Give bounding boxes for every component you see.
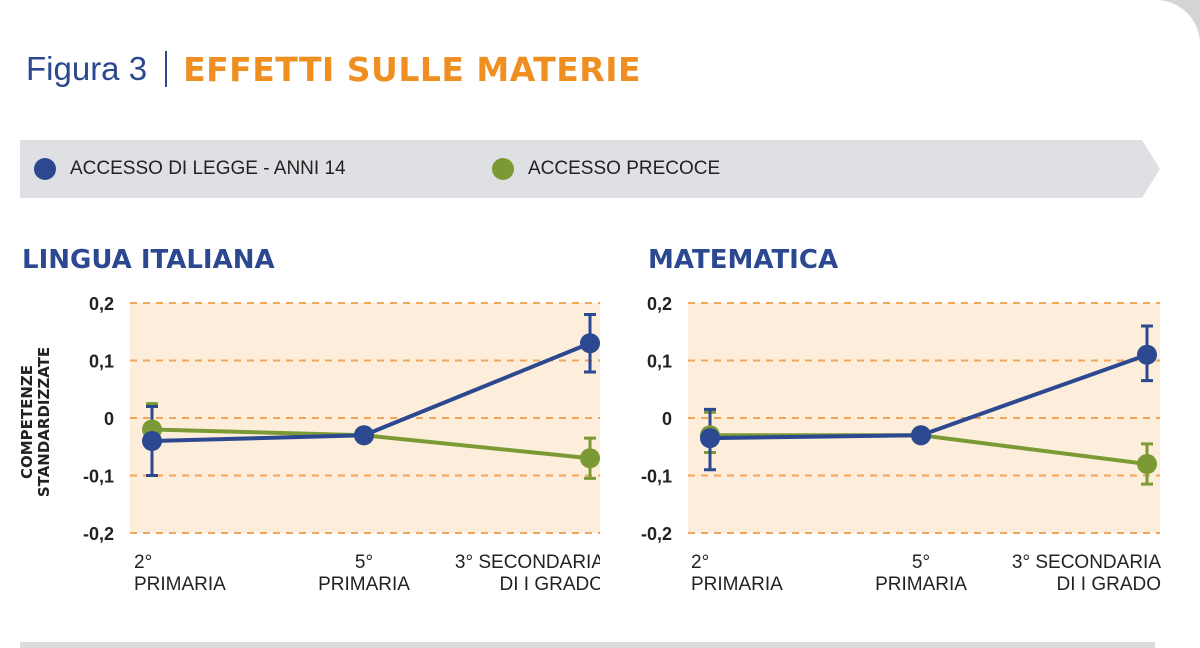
chart-title: LINGUA ITALIANA [22, 245, 275, 275]
x-tick-label: PRIMARIA [691, 574, 783, 595]
chart-title: MATEMATICA [648, 245, 838, 275]
y-axis-label: COMPETENZE STANDARDIZZATE [18, 347, 53, 497]
y-tick-label: -0,2 [641, 524, 672, 544]
data-point [142, 431, 162, 451]
y-tick-label: 0,1 [647, 352, 672, 372]
legend-label: ACCESSO PRECOCE [528, 158, 721, 179]
y-tick-label: 0 [104, 409, 114, 429]
legend-marker-green [492, 158, 514, 180]
figure-heading: Figura 3 EFFETTI SULLE MATERIE [26, 44, 641, 94]
legend-item-accesso-precoce: ACCESSO PRECOCE [492, 140, 720, 198]
data-point [1137, 344, 1157, 365]
y-axis-label-line: STANDARDIZZATE [35, 347, 53, 497]
x-tick-label: DI I GRADO [499, 574, 600, 595]
y-tick-label: -0,1 [641, 467, 672, 487]
y-tick-label: 0 [662, 409, 672, 429]
figure-label: Figura 3 [26, 50, 148, 87]
legend: ACCESSO DI LEGGE - ANNI 14 ACCESSO PRECO… [20, 140, 1160, 198]
y-axis-label-line: COMPETENZE [18, 365, 36, 479]
data-point [580, 448, 600, 469]
y-tick-label: -0,2 [83, 524, 114, 544]
data-point [911, 425, 931, 446]
y-tick-label: 0,2 [89, 294, 114, 314]
x-tick-label: 5° [912, 552, 930, 573]
x-tick-label: PRIMARIA [318, 574, 410, 595]
legend-label: ACCESSO DI LEGGE - ANNI 14 [70, 158, 346, 179]
data-point [1137, 454, 1157, 474]
x-tick-label: DI I GRADO [1056, 574, 1161, 595]
x-tick-label: PRIMARIA [875, 574, 967, 595]
data-point [580, 333, 600, 354]
y-tick-label: 0,1 [89, 352, 114, 372]
y-tick-label: -0,1 [83, 467, 114, 487]
x-tick-label: 2° [134, 552, 152, 573]
figure-title: EFFETTI SULLE MATERIE [183, 49, 642, 89]
x-tick-label: 5° [355, 552, 373, 573]
legend-background [20, 140, 1160, 198]
legend-marker-blue [34, 158, 56, 180]
data-point [354, 425, 374, 446]
x-tick-label: PRIMARIA [134, 574, 226, 595]
chart-lingua-italiana: LINGUA ITALIANA 0,2 0,1 0 -0,1 -0,2 COMPETENZE… [18, 245, 600, 595]
title-separator [165, 51, 168, 87]
x-tick-label: 3° SECONDARIA [1012, 552, 1161, 573]
data-point [700, 428, 720, 449]
y-tick-label: 0,2 [647, 294, 672, 314]
footer-bar [20, 642, 1155, 648]
legend-item-accesso-di-legge: ACCESSO DI LEGGE - ANNI 14 [34, 140, 346, 198]
x-tick-label: 2° [691, 552, 709, 573]
x-tick-label: 3° SECONDARIA [455, 552, 600, 573]
